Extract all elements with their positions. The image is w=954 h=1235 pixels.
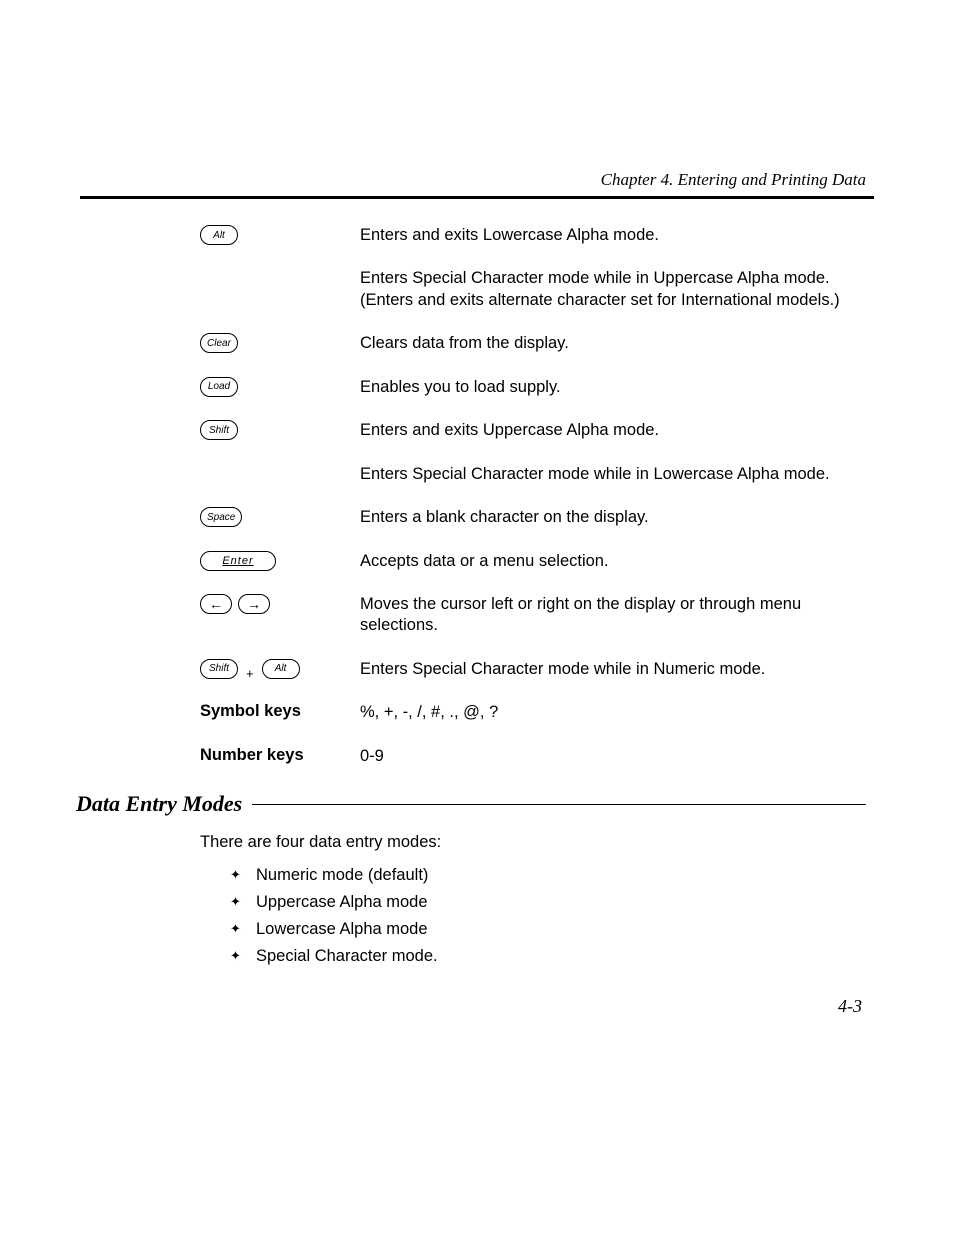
bullet-text: Lowercase Alpha mode	[256, 920, 428, 939]
key-cap: Load	[200, 377, 238, 397]
key-row: Symbol keys %, +, -, /, #, ., @, ?	[200, 702, 874, 723]
key-col: Symbol keys	[200, 702, 360, 721]
header-rule	[80, 196, 874, 199]
bullet-icon: ✦	[230, 866, 256, 884]
bullet-item: ✦Numeric mode (default)	[230, 866, 874, 885]
key-description: 0-9	[360, 746, 874, 767]
key-cap: Alt	[262, 659, 300, 679]
key-row: Shift Enters and exits Uppercase Alpha mo…	[200, 420, 874, 441]
bullet-icon: ✦	[230, 893, 256, 911]
page-number: 4-3	[80, 996, 874, 1017]
key-col: Clear	[200, 333, 360, 353]
key-row: Enters Special Character mode while in U…	[200, 268, 874, 311]
key-col: Alt	[200, 225, 360, 245]
key-row: Clear Clears data from the display.	[200, 333, 874, 354]
document-page: Chapter 4. Entering and Printing Data Al…	[0, 0, 954, 1057]
plus-sign: +	[244, 666, 256, 681]
bullet-text: Numeric mode (default)	[256, 866, 428, 885]
key-cap: Alt	[200, 225, 238, 245]
bullet-item: ✦Special Character mode.	[230, 947, 874, 966]
key-col: Shift	[200, 420, 360, 440]
intro-paragraph: There are four data entry modes:	[200, 833, 874, 852]
key-row: Enters Special Character mode while in L…	[200, 464, 874, 485]
key-col: ←→	[200, 594, 360, 614]
key-description: Moves the cursor left or right on the di…	[360, 594, 874, 637]
arrow-key-icon: →	[238, 594, 270, 614]
key-bold-label: Number keys	[200, 746, 304, 765]
key-description: Enters and exits Lowercase Alpha mode.	[360, 225, 874, 246]
key-col: Enter	[200, 551, 360, 571]
bullet-icon: ✦	[230, 920, 256, 938]
key-description: Enters Special Character mode while in L…	[360, 464, 874, 485]
key-row: ←→Moves the cursor left or right on the …	[200, 594, 874, 637]
key-bold-label: Symbol keys	[200, 702, 301, 721]
key-description: Enters Special Character mode while in U…	[360, 268, 874, 311]
key-row: Load Enables you to load supply.	[200, 377, 874, 398]
key-cap: Shift	[200, 659, 238, 679]
key-row: Shift + Alt Enters Special Character mode w…	[200, 659, 874, 680]
key-row: Alt Enters and exits Lowercase Alpha mode…	[200, 225, 874, 246]
key-description: Accepts data or a menu selection.	[360, 551, 874, 572]
section-heading: Data Entry Modes	[76, 791, 252, 817]
key-description: %, +, -, /, #, ., @, ?	[360, 702, 874, 723]
key-description: Enters and exits Uppercase Alpha mode.	[360, 420, 874, 441]
section-heading-row: Data Entry Modes	[76, 791, 874, 817]
key-col: Space	[200, 507, 360, 527]
key-function-table: Alt Enters and exits Lowercase Alpha mode…	[200, 225, 874, 767]
key-cap: Space	[200, 507, 242, 527]
bullet-icon: ✦	[230, 947, 256, 965]
key-col: Number keys	[200, 746, 360, 765]
bullet-item: ✦Uppercase Alpha mode	[230, 893, 874, 912]
bullet-item: ✦Lowercase Alpha mode	[230, 920, 874, 939]
arrow-key-icon: ←	[200, 594, 232, 614]
section-rule	[252, 804, 866, 805]
key-description: Clears data from the display.	[360, 333, 874, 354]
chapter-header: Chapter 4. Entering and Printing Data	[80, 170, 874, 190]
key-description: Enters a blank character on the display.	[360, 507, 874, 528]
key-description: Enables you to load supply.	[360, 377, 874, 398]
key-description: Enters Special Character mode while in N…	[360, 659, 874, 680]
key-cap: Clear	[200, 333, 238, 353]
key-row: Number keys 0-9	[200, 746, 874, 767]
key-col: Shift + Alt	[200, 659, 360, 679]
key-cap-wide: Enter	[200, 551, 276, 571]
bullet-text: Special Character mode.	[256, 947, 438, 966]
bullet-list: ✦Numeric mode (default)✦Uppercase Alpha …	[230, 866, 874, 966]
key-cap: Shift	[200, 420, 238, 440]
key-col: Load	[200, 377, 360, 397]
bullet-text: Uppercase Alpha mode	[256, 893, 428, 912]
key-row: Enter Accepts data or a menu selection.	[200, 551, 874, 572]
key-row: Space Enters a blank character on the dis…	[200, 507, 874, 528]
